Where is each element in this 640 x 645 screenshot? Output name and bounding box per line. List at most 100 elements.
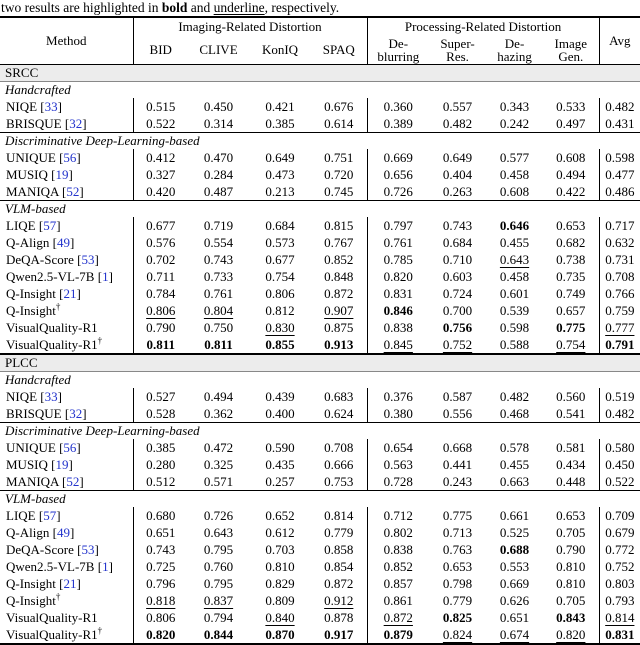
citation-ref[interactable]: 57 (43, 217, 57, 233)
value-cell: 0.576 (146, 234, 176, 250)
citation-ref[interactable]: 1 (102, 558, 109, 574)
value-cell: 0.431 (599, 115, 640, 133)
value-cell: 0.450 (605, 456, 635, 472)
value-cell: 0.700 (442, 302, 473, 318)
citation-ref[interactable]: 56 (63, 439, 77, 455)
value-cell: 0.838 (383, 319, 413, 335)
value-cell: 0.754 (265, 268, 295, 284)
value-cell: 0.389 (367, 115, 430, 133)
value-cell: 0.571 (188, 473, 249, 491)
value-cell: 0.684 (265, 217, 295, 233)
citation-ref[interactable]: 32 (69, 405, 83, 421)
value-cell: 0.679 (605, 524, 635, 540)
value-cell: 0.793 (605, 592, 635, 608)
table-row: Q-Insight† 0.806 0.804 0.812 0.907 0.846 0.700… (0, 302, 640, 319)
value-cell: 0.913 (311, 336, 368, 355)
value-cell: 0.804 (203, 302, 234, 318)
section-band-label: PLCC (0, 354, 640, 372)
citation-ref[interactable]: 57 (43, 507, 57, 523)
value-cell: 0.875 (311, 319, 368, 336)
dagger-mark: † (55, 592, 61, 602)
value-cell: 0.872 (383, 609, 413, 625)
value-cell: 0.815 (311, 217, 368, 234)
method-group-label: VLM-based (5, 491, 66, 506)
citation-ref[interactable]: 49 (56, 234, 70, 250)
method-group: VLM-based (0, 491, 640, 508)
value-cell: 0.703 (265, 541, 295, 557)
value-cell: 0.843 (543, 609, 600, 626)
value-cell: 0.855 (249, 336, 311, 355)
value-cell: 0.327 (146, 166, 176, 182)
method-group-label: VLM-based (5, 201, 66, 216)
value-cell: 0.522 (599, 473, 640, 491)
citation-ref[interactable]: 19 (55, 166, 69, 182)
citation-ref[interactable]: 33 (44, 388, 58, 404)
value-cell: 0.486 (599, 183, 640, 201)
citation-ref[interactable]: 49 (56, 524, 70, 540)
value-cell: 0.450 (203, 98, 234, 114)
value-cell: 0.712 (383, 507, 413, 523)
citation-ref[interactable]: 52 (66, 473, 80, 489)
value-cell: 0.519 (605, 388, 635, 404)
value-cell: 0.653 (543, 507, 600, 524)
table-row: LIQE [57] 0.680 0.726 0.652 0.814 0.712 0.775 0… (0, 507, 640, 524)
citation-ref[interactable]: 53 (81, 541, 95, 557)
value-cell: 0.838 (383, 541, 413, 557)
value-cell: 0.590 (265, 439, 295, 455)
value-cell: 0.738 (543, 251, 600, 268)
value-cell: 0.717 (605, 217, 635, 233)
value-cell: 0.314 (188, 115, 249, 133)
value-cell: 0.404 (442, 166, 473, 182)
value-cell: 0.482 (429, 115, 487, 133)
value-cell: 0.674 (486, 626, 544, 645)
citation-ref[interactable]: 1 (102, 268, 109, 284)
value-cell: 0.557 (442, 98, 473, 114)
table-row: MUSIQ [19] 0.280 0.325 0.435 0.666 0.563 0.441… (0, 456, 640, 473)
method-group-label: Discriminative Deep-Learning-based (5, 133, 200, 148)
value-cell: 0.831 (599, 626, 640, 645)
value-cell: 0.726 (203, 507, 234, 523)
value-cell: 0.643 (203, 524, 234, 540)
value-cell: 0.709 (605, 507, 635, 523)
method-cell: VisualQuality-R1† (0, 626, 134, 645)
citation-ref[interactable]: 19 (55, 456, 69, 472)
table-row: NIQE [33] 0.527 0.494 0.439 0.683 0.376 0.587 0… (0, 388, 640, 405)
value-cell: 0.601 (499, 285, 530, 301)
value-cell: 0.710 (442, 251, 473, 267)
value-cell: 0.814 (311, 507, 368, 524)
citation-ref[interactable]: 21 (63, 575, 77, 591)
table-row: MANIQA [52] 0.420 0.487 0.213 0.745 0.726 0.26… (0, 183, 640, 201)
table-row: VisualQuality-R1† 0.811 0.811 0.855 0.913 0.8… (0, 336, 640, 355)
value-cell: 0.434 (543, 456, 600, 473)
value-cell: 0.588 (486, 336, 544, 355)
citation-ref[interactable]: 21 (63, 285, 77, 301)
value-cell: 0.455 (499, 456, 530, 472)
method-cell: UNIQUE [56] (0, 439, 134, 456)
citation-ref[interactable]: 32 (69, 115, 83, 131)
value-cell: 0.848 (311, 268, 368, 285)
value-cell: 0.468 (486, 405, 544, 423)
caption-bold-word: bold (161, 0, 188, 15)
table-row: NIQE [33] 0.515 0.450 0.421 0.676 0.360 0.557 0… (0, 98, 640, 115)
citation-ref[interactable]: 33 (44, 98, 58, 114)
value-cell: 0.624 (311, 405, 368, 423)
column-header-dehazing: De-hazing (486, 35, 544, 65)
value-cell: 0.845 (367, 336, 430, 355)
value-cell: 0.750 (203, 319, 234, 335)
method-group: Discriminative Deep-Learning-based (0, 423, 640, 440)
column-header-superres: Super- Res. (429, 35, 487, 65)
value-cell: 0.422 (543, 183, 600, 201)
method-cell: VisualQuality-R1 (0, 319, 134, 336)
value-cell: 0.879 (367, 626, 430, 645)
method-cell: VisualQuality-R1 (0, 609, 134, 626)
value-cell: 0.243 (429, 473, 487, 491)
value-cell: 0.455 (499, 234, 530, 250)
citation-ref[interactable]: 56 (63, 149, 77, 165)
citation-ref[interactable]: 53 (81, 251, 95, 267)
table-row: MUSIQ [19] 0.327 0.284 0.473 0.720 0.656 0.404… (0, 166, 640, 183)
value-cell: 0.643 (499, 251, 530, 267)
value-cell: 0.560 (543, 388, 600, 405)
method-cell: DeQA-Score [53] (0, 541, 134, 558)
value-cell: 0.726 (367, 183, 430, 201)
citation-ref[interactable]: 52 (66, 183, 80, 199)
